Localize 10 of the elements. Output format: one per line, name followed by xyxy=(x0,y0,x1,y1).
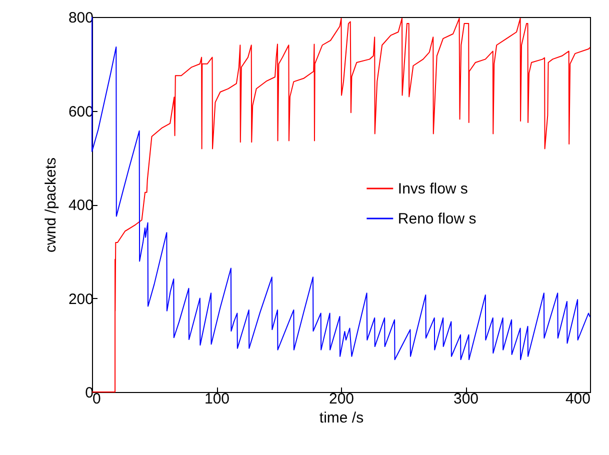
y-axis-title: cwnd /packets xyxy=(42,157,60,253)
x-tick-label: 100 xyxy=(204,390,230,408)
x-tick-label: 200 xyxy=(328,390,354,408)
y-tick-label: 400 xyxy=(68,197,94,214)
legend-label: Reno flow s xyxy=(398,210,476,228)
legend-label: Invs flow s xyxy=(398,180,468,198)
x-axis-title: time /s xyxy=(319,410,364,426)
x-tick-label: 300 xyxy=(453,390,479,408)
x-tick-label: 400 xyxy=(565,390,590,408)
y-tick-label: 800 xyxy=(68,10,94,26)
